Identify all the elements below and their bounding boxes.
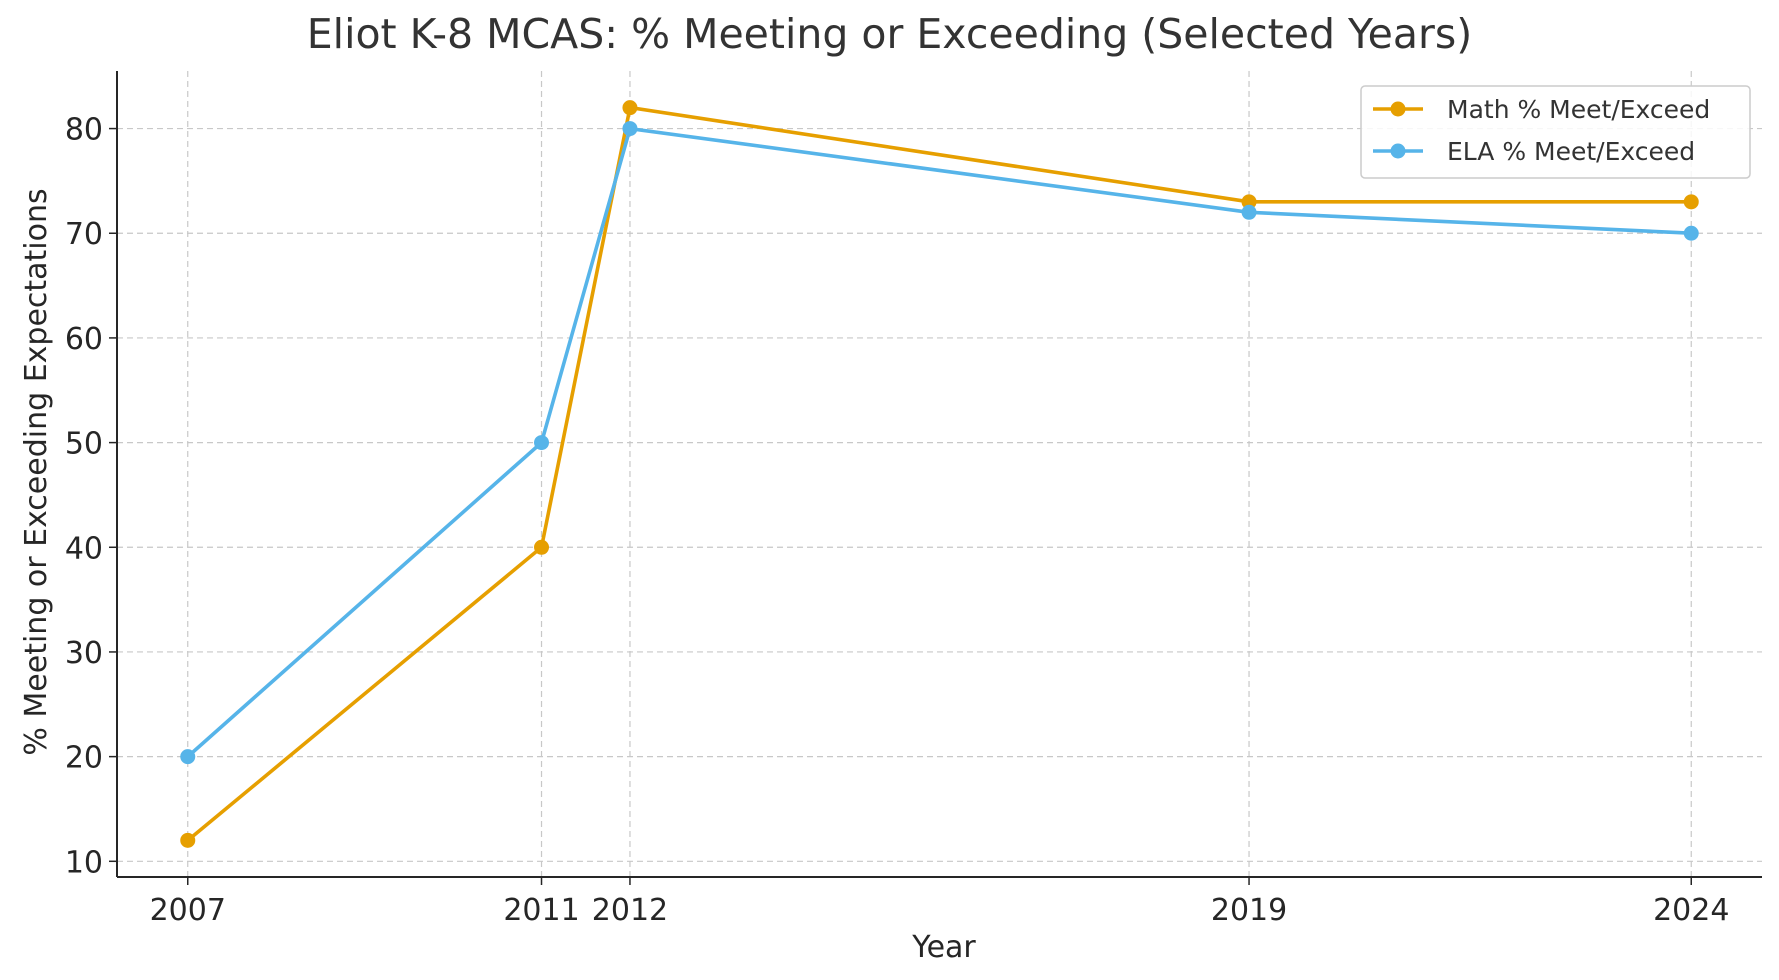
math-data-point <box>1241 194 1257 210</box>
y-tick-label: 50 <box>65 427 103 462</box>
y-tick-label: 30 <box>65 636 103 671</box>
x-axis-label: Year <box>911 930 976 965</box>
ela-data-point <box>534 435 550 451</box>
math-legend-label: Math % Meet/Exceed <box>1447 95 1710 124</box>
ela-data-point <box>622 121 638 137</box>
x-tick-label: 2019 <box>1211 893 1287 928</box>
y-tick-label: 80 <box>65 113 103 148</box>
math-data-point <box>180 832 196 848</box>
x-tick-label: 2007 <box>150 893 226 928</box>
y-tick-label: 70 <box>65 217 103 252</box>
math-data-point <box>1683 194 1699 210</box>
x-tick-label: 2024 <box>1653 893 1729 928</box>
y-tick-label: 60 <box>65 322 103 357</box>
x-tick-label: 2012 <box>592 893 668 928</box>
tick-labels: 10 20 30 40 50 60 70 80 2007 2011 2012 2019 2024 <box>65 113 1730 928</box>
math-legend-marker <box>1390 101 1406 117</box>
ela-data-point <box>1241 204 1257 220</box>
axes <box>109 71 1762 885</box>
y-tick-label: 20 <box>65 741 103 776</box>
math-series-line <box>186 105 1692 842</box>
ela-legend-marker <box>1390 143 1406 159</box>
series-lines <box>180 100 1699 848</box>
math-data-point <box>534 539 550 555</box>
ela-legend-label: ELA % Meet/Exceed <box>1447 137 1695 166</box>
legend: Math % Meet/Exceed ELA % Meet/Exceed <box>1360 85 1751 179</box>
y-tick-label: 10 <box>65 845 103 880</box>
y-tick-label: 40 <box>65 531 103 566</box>
grid-lines <box>117 71 1762 877</box>
legend-box <box>1360 85 1751 179</box>
y-axis-label: % Meeting or Exceeding Expectations <box>19 188 54 755</box>
chart-title: Eliot K-8 MCAS: % Meeting or Exceeding (… <box>306 10 1473 58</box>
ela-data-point <box>180 749 196 765</box>
math-data-point <box>622 100 638 116</box>
ela-data-point <box>1683 225 1699 241</box>
x-tick-label: 2011 <box>503 893 579 928</box>
